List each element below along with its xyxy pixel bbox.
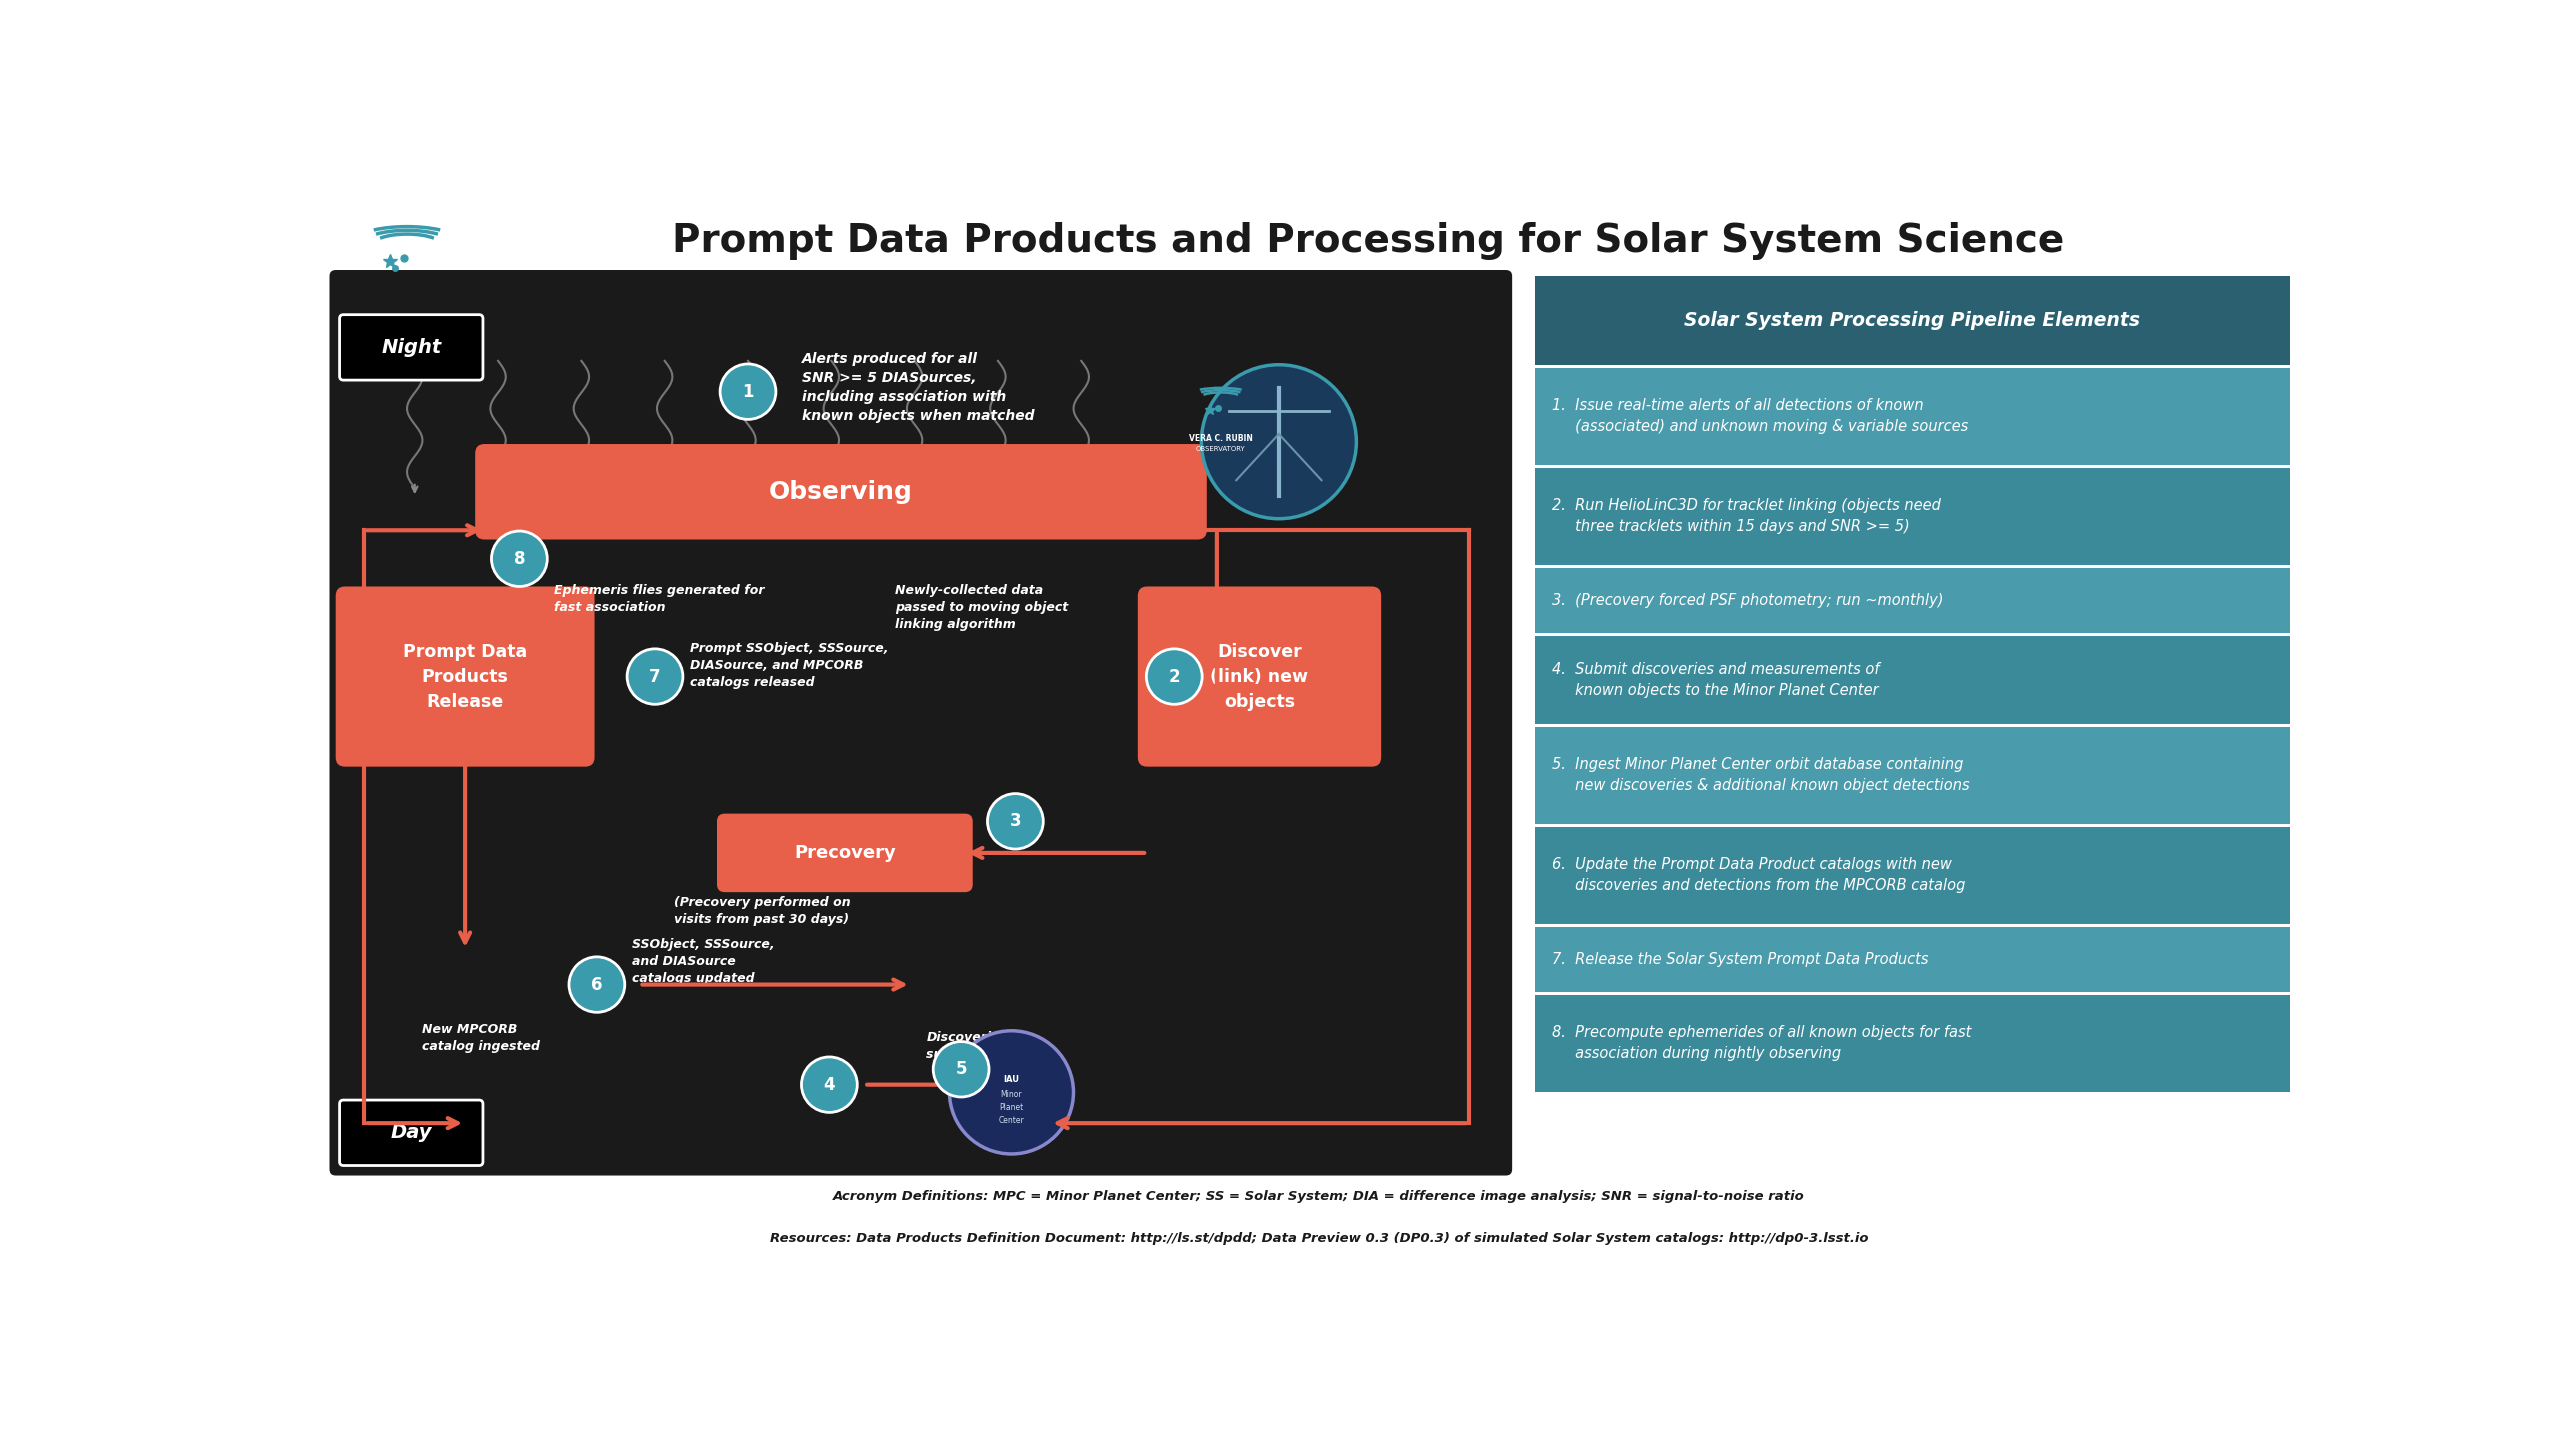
Circle shape [1202,365,1356,518]
Text: 6.  Update the Prompt Data Product catalogs with new
     discoveries and detect: 6. Update the Prompt Data Product catalo… [1552,857,1964,893]
Text: 3: 3 [1009,812,1022,830]
Text: Planet: Planet [999,1103,1024,1112]
FancyBboxPatch shape [1138,586,1382,766]
FancyBboxPatch shape [476,445,1207,540]
FancyBboxPatch shape [335,586,595,766]
FancyBboxPatch shape [1534,277,2291,365]
Text: Solar System Processing Pipeline Elements: Solar System Processing Pipeline Element… [1683,311,2142,330]
Text: Prompt Data Products and Processing for Solar System Science: Prompt Data Products and Processing for … [672,223,2064,261]
FancyBboxPatch shape [718,814,973,892]
Circle shape [934,1041,988,1098]
Text: Prompt SSObject, SSSource,
DIASource, and MPCORB
catalogs released: Prompt SSObject, SSSource, DIASource, an… [690,641,888,689]
FancyBboxPatch shape [329,269,1511,1176]
Text: 5: 5 [955,1060,968,1079]
Text: 1: 1 [741,382,754,401]
Circle shape [628,649,682,704]
Text: Observing: Observing [770,479,914,504]
Text: Discoveries
submitted to MPC: Discoveries submitted to MPC [927,1031,1053,1061]
Text: Ephemeris flies generated for
fast association: Ephemeris flies generated for fast assoc… [553,584,764,614]
Text: 1.  Issue real-time alerts of all detections of known
     (associated) and unkn: 1. Issue real-time alerts of all detecti… [1552,398,1969,434]
FancyBboxPatch shape [340,314,484,381]
Text: Resources: Data Products Definition Document: http://ls.st/dpdd; Data Preview 0.: Resources: Data Products Definition Docu… [770,1232,1869,1245]
Circle shape [1145,649,1202,704]
Text: Acronym Definitions: MPC = Minor Planet Center; SS = Solar System; DIA = differe: Acronym Definitions: MPC = Minor Planet … [834,1190,1804,1203]
Text: 3.  (Precovery forced PSF photometry; run ~monthly): 3. (Precovery forced PSF photometry; run… [1552,592,1943,608]
Circle shape [801,1057,857,1112]
Text: 2: 2 [1169,668,1179,685]
Text: Night: Night [381,337,440,356]
Text: 7: 7 [649,668,662,685]
Text: (Precovery performed on
visits from past 30 days): (Precovery performed on visits from past… [674,896,852,927]
FancyBboxPatch shape [1534,827,2291,924]
Circle shape [569,957,625,1012]
Text: OBSERVATORY: OBSERVATORY [1197,446,1246,452]
Text: 6: 6 [592,976,602,993]
FancyBboxPatch shape [1534,995,2291,1092]
Text: New MPCORB
catalog ingested: New MPCORB catalog ingested [422,1024,541,1053]
FancyBboxPatch shape [1534,727,2291,824]
Text: Newly-collected data
passed to moving object
linking algorithm: Newly-collected data passed to moving ob… [896,584,1068,631]
Text: VERA C. RUBIN: VERA C. RUBIN [366,288,448,298]
Text: Precovery: Precovery [793,844,896,862]
Text: SSObject, SSSource,
and DIASource
catalogs updated: SSObject, SSSource, and DIASource catalo… [631,938,775,986]
Text: 7.  Release the Solar System Prompt Data Products: 7. Release the Solar System Prompt Data … [1552,951,1928,967]
Circle shape [950,1031,1073,1154]
Text: 4.  Submit discoveries and measurements of
     known objects to the Minor Plane: 4. Submit discoveries and measurements o… [1552,662,1879,698]
Text: IAU: IAU [1004,1074,1019,1083]
Text: Discover
(link) new
objects: Discover (link) new objects [1210,643,1308,711]
Text: Prompt Data
Products
Release: Prompt Data Products Release [404,643,528,711]
FancyBboxPatch shape [1534,368,2291,465]
Text: Alerts produced for all
SNR >= 5 DIASources,
including association with
known ob: Alerts produced for all SNR >= 5 DIASour… [803,352,1035,423]
Text: Minor: Minor [1001,1090,1022,1099]
Text: 5.  Ingest Minor Planet Center orbit database containing
     new discoveries & : 5. Ingest Minor Planet Center orbit data… [1552,757,1969,794]
FancyBboxPatch shape [1534,568,2291,633]
Text: Center: Center [999,1116,1024,1125]
Circle shape [721,363,775,420]
Text: VERA C. RUBIN: VERA C. RUBIN [1189,434,1254,443]
FancyBboxPatch shape [1534,636,2291,724]
Circle shape [988,794,1042,849]
Text: 2.  Run HelioLinC3D for tracklet linking (objects need
     three tracklets with: 2. Run HelioLinC3D for tracklet linking … [1552,498,1941,534]
Text: 8.  Precompute ephemerides of all known objects for fast
     association during: 8. Precompute ephemerides of all known o… [1552,1025,1972,1061]
FancyBboxPatch shape [1534,468,2291,565]
FancyBboxPatch shape [340,1100,484,1166]
FancyBboxPatch shape [1534,927,2291,992]
Text: 8: 8 [515,550,525,568]
Text: OBSERVATORY: OBSERVATORY [376,301,438,310]
Text: 4: 4 [824,1076,834,1093]
Text: Day: Day [391,1124,432,1142]
Circle shape [492,531,548,586]
